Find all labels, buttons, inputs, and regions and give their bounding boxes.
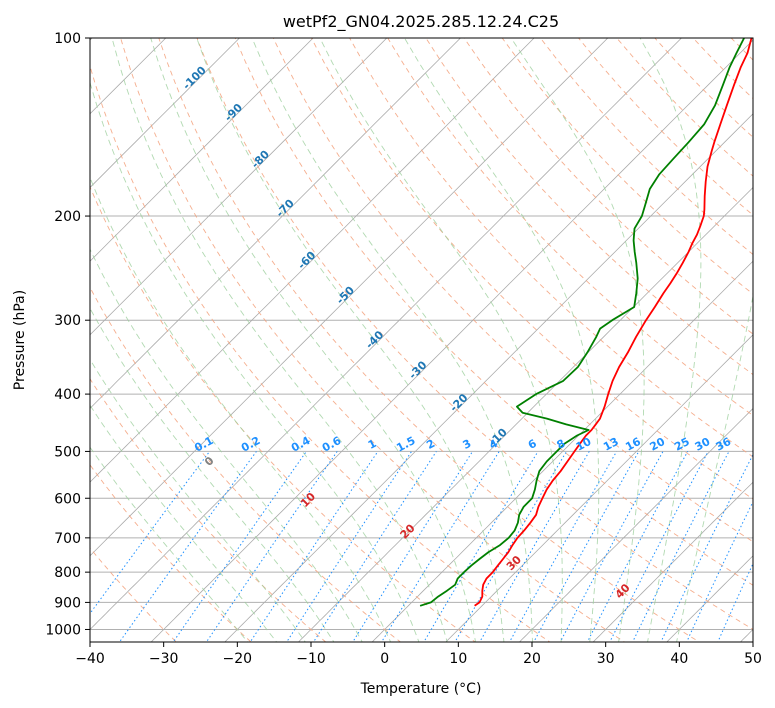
y-tick-label: 200: [54, 209, 81, 225]
dry-adiabat-line: [196, 38, 753, 631]
isotherm-line: [224, 113, 753, 642]
mixing-ratio-label: 25: [672, 435, 692, 454]
dewpoint-profile-line: [419, 38, 745, 607]
plot-background: [90, 38, 753, 642]
moist-adiabat-line: [251, 38, 533, 642]
moist-adiabat-line: [676, 293, 753, 642]
x-tick-label: −10: [296, 651, 326, 667]
mixing-ratio-line: [533, 451, 640, 642]
x-axis-label: Temperature (°C): [360, 681, 482, 697]
chart-title: wetPf2_GN04.2025.285.12.24.C25: [283, 12, 559, 32]
x-axis-ticks: −40 −30 −20 −10 0 10 20 30 40 50: [75, 642, 762, 667]
dry-adiabat-line: [90, 64, 551, 642]
mixing-ratio-line: [454, 451, 568, 642]
isotherm-line: [666, 555, 753, 642]
dry-adiabat-line: [501, 38, 753, 295]
x-tick-label: −20: [223, 651, 253, 667]
mixing-ratio-line: [205, 451, 338, 642]
x-tick-label: −40: [75, 651, 105, 667]
isotherm-line: [90, 38, 682, 631]
dry-adiabat-line: [120, 38, 626, 642]
mixing-ratio-label: 13: [601, 435, 621, 454]
y-tick-label: 900: [54, 595, 81, 611]
dry-adiabat-line: [90, 286, 402, 642]
mixing-ratio-line: [352, 451, 474, 642]
plot-frame: [89, 37, 754, 643]
y-tick-label: 400: [54, 387, 81, 403]
y-tick-label: 1000: [45, 622, 81, 638]
y-tick-label: 500: [54, 444, 81, 460]
dry-adiabat-line: [90, 185, 476, 642]
mixing-ratio-label: 30: [693, 435, 713, 454]
mixing-ratio-line: [423, 451, 539, 642]
y-axis-ticks: 1000 900 800 700 600 500 400 300 200 100: [45, 31, 90, 638]
x-tick-label: 0: [380, 651, 389, 667]
isotherm-line: [445, 334, 753, 642]
mixing-ratio-line: [118, 451, 257, 642]
mixing-ratio-line: [381, 451, 500, 642]
temperature-profile-line: [474, 38, 753, 607]
moist-adiabat-line: [90, 404, 278, 642]
x-tick-label: 10: [449, 651, 467, 667]
moist-adiabat-line: [90, 176, 392, 642]
y-tick-label: 700: [54, 531, 81, 547]
dry-adiabat-line: [158, 38, 701, 642]
isotherm-line: [90, 38, 388, 336]
x-tick-label: 30: [597, 651, 615, 667]
mixing-ratio-label: 10: [574, 435, 594, 454]
x-tick-label: 20: [523, 651, 541, 667]
y-tick-label: 100: [54, 31, 81, 47]
isotherm-line: [90, 38, 535, 483]
moist-adiabat-line: [90, 80, 420, 642]
mixing-ratio-line: [559, 451, 664, 642]
moist-adiabat-line: [196, 38, 505, 642]
mixing-ratio-label: 36: [713, 435, 733, 454]
mixing-ratio-line: [312, 451, 437, 642]
dry-adiabat-line: [272, 38, 753, 543]
dry-adiabat-line: [387, 38, 753, 416]
moist-adiabat-line: [90, 307, 335, 642]
x-tick-label: 50: [744, 651, 762, 667]
moist-adiabat-line: [90, 358, 306, 642]
moist-adiabat-line: [319, 38, 563, 642]
y-tick-label: 600: [54, 491, 81, 507]
dry-adiabat-line: [425, 38, 753, 376]
isotherm-line: [518, 407, 753, 642]
y-axis-label: Pressure (hPa): [12, 290, 28, 390]
x-tick-label: 40: [670, 651, 688, 667]
dry-adiabat-line: [90, 378, 327, 642]
mixing-ratio-line: [509, 451, 618, 642]
y-tick-label: 300: [54, 313, 81, 329]
moist-adiabat-line: [90, 446, 249, 642]
isotherm-line: [371, 260, 753, 642]
mixing-ratio-line: [286, 451, 413, 642]
moist-adiabat-line: [510, 38, 645, 642]
moist-adiabat-line: [639, 38, 702, 642]
moist-adiabat-line: [150, 38, 476, 642]
dry-adiabat-line: [234, 38, 753, 586]
isotherm-line: [297, 186, 753, 642]
isotherm-line: [150, 39, 753, 642]
mixing-ratio-line: [249, 451, 379, 642]
y-tick-label: 800: [54, 565, 81, 581]
background-lines: [90, 38, 775, 654]
profile-lines: [419, 38, 753, 607]
isotherm-line: [90, 38, 461, 410]
moist-adiabat-line: [90, 248, 363, 642]
moist-adiabat-line: [111, 38, 448, 642]
mixing-ratio-label: 16: [623, 435, 643, 454]
mixing-ratio-label: 20: [648, 435, 668, 454]
mixing-ratio-line: [90, 451, 211, 615]
isotherm-line: [90, 38, 609, 557]
x-tick-label: −30: [149, 651, 179, 667]
mixing-ratio-line: [660, 453, 753, 642]
dry-adiabat-line: [311, 38, 753, 500]
dry-adiabat-line: [769, 38, 775, 654]
moist-adiabat-line: [404, 38, 600, 642]
